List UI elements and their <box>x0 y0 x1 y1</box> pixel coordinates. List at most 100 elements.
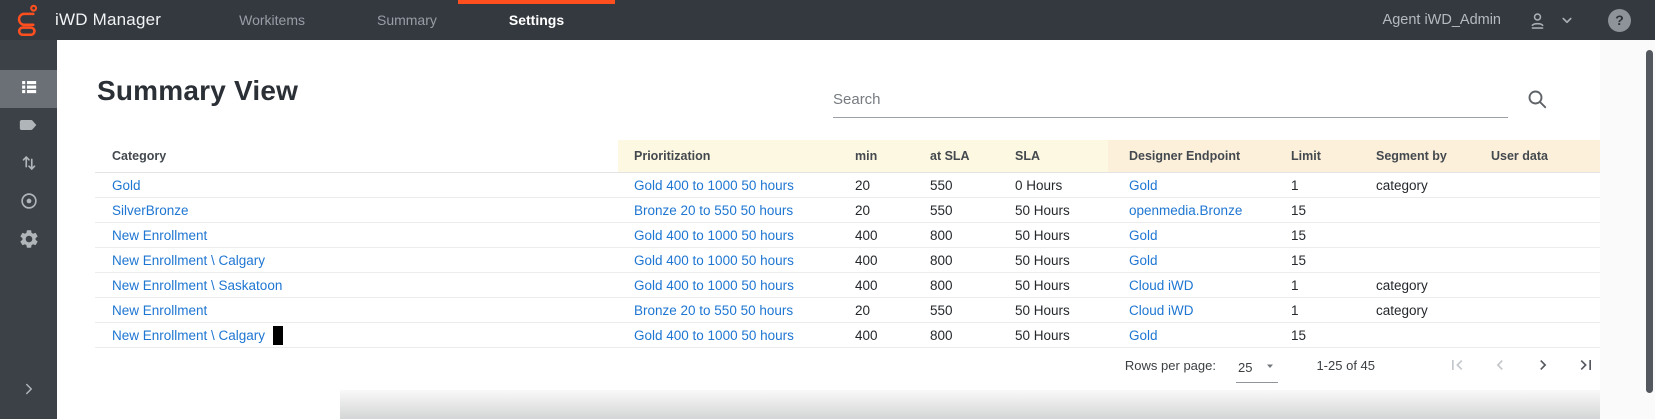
cell-designer-endpoint: Cloud iWD <box>1108 273 1278 297</box>
rows-per-page-label: Rows per page: <box>1124 357 1216 373</box>
category-link[interactable]: New Enrollment \ Calgary <box>112 327 266 343</box>
sidebar-item-sort[interactable] <box>0 146 57 184</box>
cell-at-sla: 550 <box>930 202 953 218</box>
help-icon: ? <box>1615 12 1624 28</box>
genesys-logo-icon <box>11 3 41 41</box>
cell-segment-by <box>1360 198 1472 222</box>
cell-user-data <box>1472 298 1600 322</box>
tag-icon <box>18 114 40 141</box>
topbar-right: Agent iWD_Admin ? <box>1383 8 1655 32</box>
prioritization-link[interactable]: Gold 400 to 1000 50 hours <box>634 252 794 268</box>
caret-down-icon <box>1264 360 1276 375</box>
topbar: iWD Manager Workitems Summary Settings A… <box>0 0 1655 40</box>
search-input[interactable] <box>833 81 1508 118</box>
cell-user-data <box>1472 198 1600 222</box>
designer-endpoint-link[interactable]: Gold <box>1129 227 1158 243</box>
cell-segment-by: category <box>1376 277 1428 293</box>
cell-sla: 50 Hours <box>1015 302 1070 318</box>
category-link[interactable]: New Enrollment \ Saskatoon <box>112 277 283 293</box>
prioritization-link[interactable]: Gold 400 to 1000 50 hours <box>634 327 794 343</box>
first-page-button[interactable] <box>1447 355 1467 375</box>
cell-prioritization: Gold 400 to 1000 50 hours <box>618 248 845 272</box>
sidebar-item-list[interactable] <box>0 70 57 108</box>
prioritization-link[interactable]: Bronze 20 to 550 50 hours <box>634 302 794 318</box>
sidebar-item-target[interactable] <box>0 184 57 222</box>
sidebar-item-tag[interactable] <box>0 108 57 146</box>
last-page-button[interactable] <box>1576 355 1596 375</box>
category-link[interactable]: New Enrollment <box>112 302 208 318</box>
user-avatar-icon[interactable] <box>1527 10 1548 31</box>
cell-category: New Enrollment \ Saskatoon <box>95 273 618 297</box>
panel-shadow <box>340 390 1600 419</box>
category-link[interactable]: SilverBronze <box>112 202 189 218</box>
cell-prioritization: Gold 400 to 1000 50 hours <box>618 273 845 297</box>
cell-prioritization: Gold 400 to 1000 50 hours <box>618 223 845 247</box>
last-page-icon <box>1580 360 1591 370</box>
table-body: Gold Gold 400 to 1000 50 hours 20 550 0 Hour… <box>95 173 1600 348</box>
sidebar-item-settings[interactable] <box>0 222 57 260</box>
text-cursor <box>273 325 284 345</box>
pagination-range-label: 1-25 of 45 <box>1316 357 1375 373</box>
tab-settings[interactable]: Settings <box>457 0 616 40</box>
prioritization-link[interactable]: Bronze 20 to 550 50 hours <box>634 202 794 218</box>
summary-table: Category Prioritization min at SLA SLA D… <box>95 140 1600 348</box>
cell-limit: 15 <box>1291 202 1307 218</box>
prioritization-link[interactable]: Gold 400 to 1000 50 hours <box>634 277 794 293</box>
chevron-down-icon[interactable] <box>1558 11 1576 29</box>
tab-workitems[interactable]: Workitems <box>239 12 305 28</box>
cell-limit: 1 <box>1291 302 1299 318</box>
cell-designer-endpoint: Gold <box>1108 223 1278 247</box>
category-link[interactable]: Gold <box>112 177 141 193</box>
designer-endpoint-link[interactable]: openmedia.Bronze <box>1129 202 1243 218</box>
vertical-scrollbar[interactable] <box>1646 50 1653 393</box>
cell-sla: 50 Hours <box>1015 277 1070 293</box>
rows-per-page-value: 25 <box>1237 359 1253 375</box>
prioritization-link[interactable]: Gold 400 to 1000 50 hours <box>634 227 794 243</box>
search-area <box>833 81 1563 123</box>
designer-endpoint-link[interactable]: Gold <box>1129 252 1158 268</box>
next-page-button[interactable] <box>1533 355 1553 375</box>
column-header-at-sla: at SLA <box>920 140 1005 172</box>
cell-min: 20 <box>855 202 871 218</box>
column-header-limit: Limit <box>1278 140 1360 172</box>
cell-limit: 15 <box>1291 327 1307 343</box>
cell-segment-by <box>1360 248 1472 272</box>
table-row: New Enrollment \ Calgary Gold 400 to 1000… <box>95 248 1600 273</box>
cell-at-sla: 800 <box>930 227 953 243</box>
cell-sla: 50 Hours <box>1015 227 1070 243</box>
cell-segment-by: category <box>1376 177 1428 193</box>
cell-min: 20 <box>855 177 871 193</box>
designer-endpoint-link[interactable]: Cloud iWD <box>1129 302 1194 318</box>
cell-min: 400 <box>855 277 878 293</box>
designer-endpoint-link[interactable]: Cloud iWD <box>1129 277 1194 293</box>
page-title: Summary View <box>97 75 299 106</box>
cell-prioritization: Gold 400 to 1000 50 hours <box>618 323 845 347</box>
prev-page-button[interactable] <box>1490 355 1510 375</box>
list-icon <box>18 76 40 103</box>
cell-at-sla: 550 <box>930 302 953 318</box>
cell-segment-by <box>1360 223 1472 247</box>
designer-endpoint-link[interactable]: Gold <box>1129 327 1158 343</box>
table-row: New Enrollment \ Calgary Gold 400 to 1000… <box>95 323 1600 348</box>
cell-limit: 1 <box>1291 177 1299 193</box>
prioritization-link[interactable]: Gold 400 to 1000 50 hours <box>634 177 794 193</box>
target-icon <box>18 190 40 217</box>
category-link[interactable]: New Enrollment <box>112 227 208 243</box>
help-button[interactable]: ? <box>1608 8 1631 32</box>
cell-category: New Enrollment <box>95 298 618 322</box>
rows-per-page-select[interactable]: 25 <box>1235 358 1279 383</box>
cell-category: SilverBronze <box>95 198 618 222</box>
cell-min: 400 <box>855 327 878 343</box>
cell-segment-by: category <box>1376 302 1428 318</box>
category-link[interactable]: New Enrollment \ Calgary <box>112 252 266 268</box>
tab-summary[interactable]: Summary <box>376 12 437 28</box>
cell-designer-endpoint: Gold <box>1108 323 1278 347</box>
table-row: SilverBronze Bronze 20 to 550 50 hours 20 5… <box>95 198 1600 223</box>
table-row: New Enrollment Gold 400 to 1000 50 hours 4… <box>95 223 1600 248</box>
cell-designer-endpoint: openmedia.Bronze <box>1108 198 1278 222</box>
designer-endpoint-link[interactable]: Gold <box>1129 177 1158 193</box>
cell-category: New Enrollment \ Calgary <box>95 248 618 272</box>
search-icon[interactable] <box>1525 87 1549 116</box>
sidebar-expand-button[interactable] <box>0 380 57 403</box>
